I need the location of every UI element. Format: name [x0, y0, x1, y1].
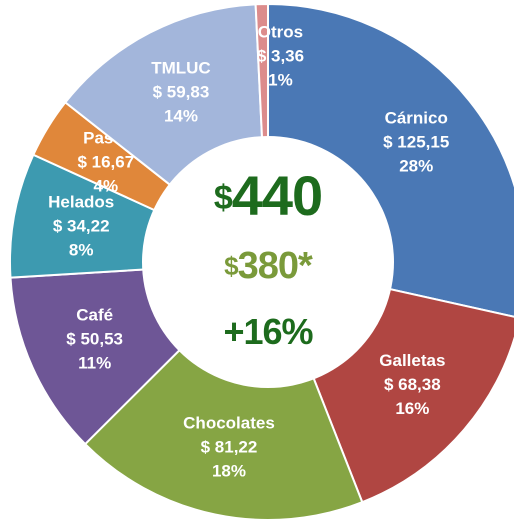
value-label: $ 50,53 — [66, 329, 123, 348]
category-label: TMLUC — [151, 59, 210, 78]
center-label: $440 — [214, 164, 322, 227]
percent-label: 11% — [78, 353, 111, 372]
center-symbol: $ — [224, 251, 239, 281]
percent-label: 16% — [395, 399, 429, 418]
center-amount: 380* — [238, 245, 313, 287]
percent-label: 14% — [164, 107, 198, 126]
category-label: Helados — [48, 193, 114, 212]
percent-label: 8% — [69, 241, 94, 260]
value-label: $ 81,22 — [201, 437, 258, 456]
center-amount: 440 — [232, 164, 322, 227]
value-label: $ 125,15 — [383, 133, 449, 152]
percent-label: 18% — [212, 461, 246, 480]
percent-label: 4% — [94, 177, 119, 196]
value-label: $ 16,67 — [77, 153, 134, 172]
category-label: Cárnico — [385, 109, 448, 128]
percent-label: 28% — [399, 157, 433, 176]
value-label: $ 3,36 — [257, 47, 304, 66]
category-label: Galletas — [379, 351, 445, 370]
center-label: $380* — [224, 245, 313, 287]
value-label: $ 59,83 — [153, 83, 210, 102]
category-label: Café — [76, 305, 113, 324]
value-label: $ 68,38 — [384, 375, 441, 394]
category-label: Chocolates — [183, 413, 275, 432]
center-amount: +16% — [223, 311, 313, 352]
donut-hole — [142, 136, 394, 388]
center-symbol: $ — [214, 179, 233, 217]
category-label: Otros — [258, 23, 303, 42]
value-label: $ 34,22 — [53, 217, 110, 236]
center-label: +16% — [223, 311, 313, 352]
percent-label: 1% — [268, 71, 293, 90]
